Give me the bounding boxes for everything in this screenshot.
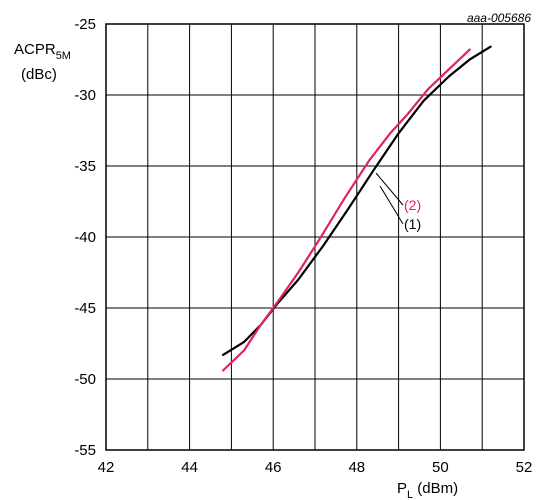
x-tick-label: 50 (432, 459, 449, 476)
series-annotations: (2)(1) (375, 172, 421, 232)
x-tick-label: 52 (516, 459, 533, 476)
grid-lines (105, 23, 525, 451)
y-tick-label: -25 (74, 16, 96, 33)
x-axis-title-sub: L (407, 489, 413, 500)
x-tick-label: 44 (181, 459, 198, 476)
plot-frame (105, 23, 525, 451)
y-tick-label: -50 (74, 371, 96, 388)
y-axis-title: ACPR5M (14, 41, 71, 62)
figure-code: aaa-005686 (467, 11, 531, 25)
y-tick-label: -35 (74, 158, 96, 175)
y-tick-label: -30 (74, 87, 96, 104)
y-axis-unit: (dBc) (21, 66, 57, 83)
x-tick-label: 48 (348, 459, 365, 476)
y-axis-title-sub: 5M (56, 50, 71, 62)
y-tick-label: -45 (74, 300, 96, 317)
annotation-leader (379, 185, 404, 225)
series-line-2 (221, 48, 471, 372)
x-tick-labels: 42 44 46 48 50 52 (98, 459, 533, 476)
series-annotation-label: (1) (404, 216, 421, 232)
y-axis-title-main: ACPR (14, 41, 56, 58)
y-tick-labels: -55 -50 -45 -40 -35 -30 -25 (74, 16, 96, 459)
x-axis-title-unit: (dBm) (413, 480, 458, 497)
series-layer (221, 45, 492, 372)
series-annotation-label: (2) (404, 197, 421, 213)
x-axis-title-main: P (397, 480, 407, 497)
x-tick-label: 46 (265, 459, 282, 476)
annotation-leader (375, 172, 404, 206)
y-tick-label: -55 (74, 442, 96, 459)
x-axis-title: PL (dBm) (397, 480, 458, 500)
y-tick-label: -40 (74, 229, 96, 246)
x-tick-label: 42 (98, 459, 115, 476)
